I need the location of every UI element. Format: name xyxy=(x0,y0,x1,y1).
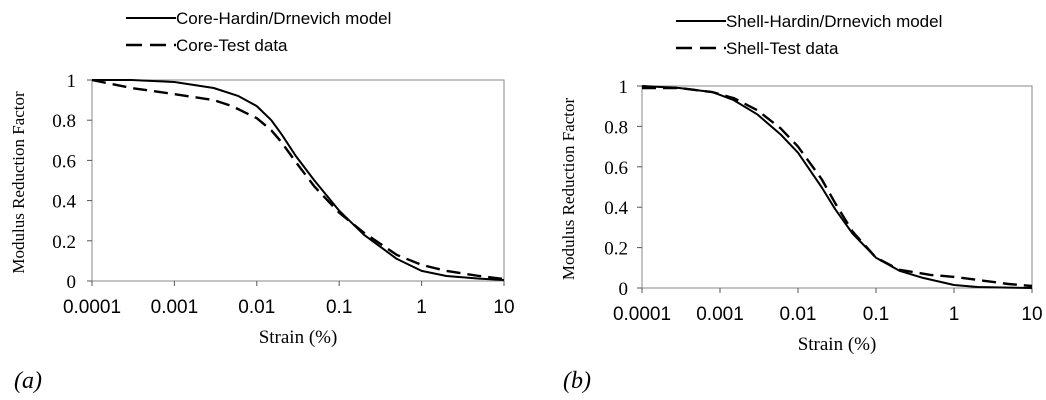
y-tick-label: 0.4 xyxy=(52,192,76,213)
y-tick-label: 1 xyxy=(67,71,77,92)
y-tick-label: 0.6 xyxy=(604,158,628,179)
y-tick-label: 0.2 xyxy=(604,239,628,260)
x-axis-label: Strain (%) xyxy=(259,327,338,348)
chart-panel-b: 0 0.2 0.4 0.6 0.8 1 0.0001 0.001 0.01 0.1 1 10 Strai… xyxy=(559,12,1043,394)
plot-area-frame xyxy=(641,85,1033,289)
panel-label: (b) xyxy=(563,368,591,394)
x-tick-label: 10 xyxy=(1021,304,1042,325)
x-tick-label: 0.1 xyxy=(863,304,889,325)
y-tick-label: 0.8 xyxy=(52,111,76,132)
series-line-test-data xyxy=(91,78,505,281)
x-tick-label: 10 xyxy=(493,297,514,318)
y-tick-label: 0.8 xyxy=(604,117,628,138)
chart-panel-a: 0 0.2 0.4 0.6 0.8 1 0.0001 0.001 0.01 0.1 1 10 Strai… xyxy=(9,9,515,394)
legend-label: Shell-Test data xyxy=(726,39,839,58)
y-tick-label: 1 xyxy=(619,77,629,98)
y-tick-label: 0.6 xyxy=(52,151,76,172)
x-tick-label: 0.1 xyxy=(326,297,352,318)
series-line-model xyxy=(641,85,1033,289)
x-tick-label: 1 xyxy=(416,297,427,318)
y-axis-label: Modulus Reduction Factor xyxy=(559,98,578,281)
series-line-model xyxy=(92,79,505,281)
y-tick-label: 0.4 xyxy=(604,198,628,219)
x-axis-label: Strain (%) xyxy=(798,334,877,355)
x-tick-label: 1 xyxy=(949,304,960,325)
y-axis-label: Modulus Reduction Factor xyxy=(9,91,28,274)
panel-label: (a) xyxy=(14,368,42,394)
x-tick-label: 0.01 xyxy=(238,297,275,318)
y-tick-label: 0 xyxy=(619,279,629,300)
legend-label: Shell-Hardin/Drnevich model xyxy=(726,12,942,31)
series-line-test-data xyxy=(642,86,1033,288)
plot-area-frame xyxy=(91,79,505,282)
x-tick-label: 0.001 xyxy=(151,297,199,318)
x-tick-label: 0.0001 xyxy=(63,297,121,318)
y-tick-label: 0 xyxy=(67,272,77,293)
x-tick-label: 0.01 xyxy=(780,304,817,325)
y-tick-label: 0.2 xyxy=(52,232,76,253)
legend-label: Core-Hardin/Drnevich model xyxy=(176,9,391,28)
x-tick-label: 0.001 xyxy=(696,304,744,325)
x-tick-label: 0.0001 xyxy=(613,304,671,325)
legend-label: Core-Test data xyxy=(176,36,288,55)
